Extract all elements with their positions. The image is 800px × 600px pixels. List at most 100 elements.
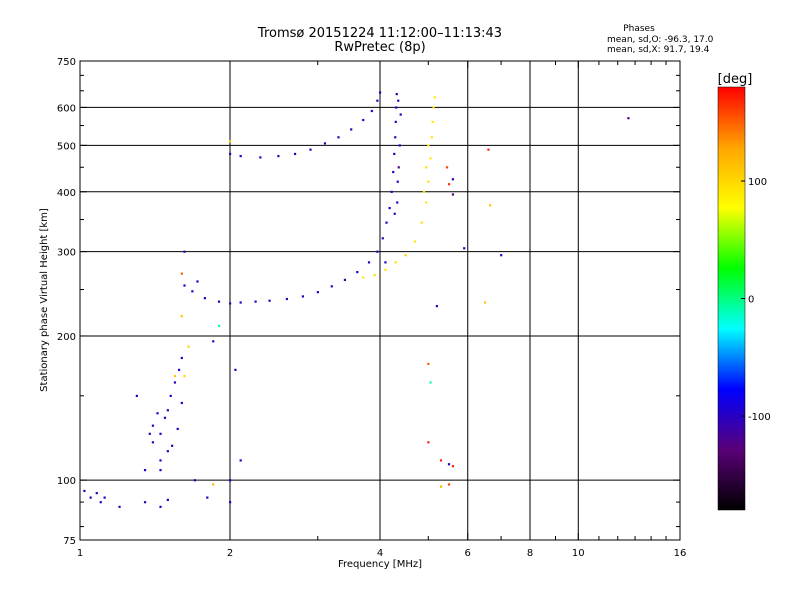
scatter-point: [171, 444, 174, 447]
scatter-point: [259, 156, 262, 159]
scatter-point: [422, 190, 426, 193]
scatter-point: [356, 270, 359, 274]
scatter-point: [413, 240, 417, 243]
scatter-point: [268, 299, 271, 302]
scatter-point: [239, 459, 242, 462]
grid-lines: [80, 61, 680, 540]
scatter-point: [212, 340, 215, 343]
scatter-point: [135, 394, 138, 398]
scatter-point: [376, 250, 379, 253]
scatter-point: [187, 345, 190, 348]
scatter-point: [427, 144, 430, 147]
scatter-point: [316, 291, 319, 294]
scatter-point: [180, 315, 183, 318]
scatter-point: [395, 106, 398, 109]
chart-subtitle: RwPretec (8p): [334, 40, 426, 55]
scatter-point: [439, 485, 443, 488]
scatter-point: [379, 91, 382, 94]
scatter-point: [392, 170, 395, 174]
scatter-point: [362, 276, 365, 279]
scatter-point: [350, 128, 353, 131]
scatter-point: [143, 469, 147, 472]
scatter-point: [217, 324, 221, 328]
scatter-point: [427, 362, 430, 365]
x-tick-label: 8: [527, 548, 533, 559]
scatter-point: [463, 247, 466, 250]
scatter-point: [430, 136, 433, 139]
scatter-point: [166, 450, 169, 453]
scatter-point: [191, 290, 194, 293]
scatter-point: [159, 459, 162, 462]
scatter-point: [429, 157, 432, 160]
colorbar-label: [deg]: [718, 72, 753, 87]
scatter-point: [394, 136, 397, 139]
scatter-point: [166, 498, 169, 501]
x-tick-label: 2: [227, 548, 233, 559]
x-tick-label: 10: [572, 548, 585, 559]
scatter-point: [381, 237, 384, 240]
scatter-point: [229, 152, 232, 156]
scatter-point: [193, 479, 197, 482]
scatter-point: [206, 496, 209, 499]
scatter-point: [156, 412, 159, 415]
scatter-point: [337, 136, 340, 139]
scatter-point: [99, 501, 102, 504]
scatter-point: [395, 92, 398, 96]
scatter-point: [293, 152, 297, 156]
scatter-point: [451, 193, 455, 196]
scatter-point: [439, 459, 443, 462]
scatter-point: [484, 301, 487, 304]
scatter-point: [118, 505, 121, 508]
x-tick-label: 1: [77, 548, 83, 559]
scatter-point: [212, 483, 215, 486]
scatter-point: [183, 250, 186, 253]
scatter-point: [385, 221, 388, 224]
colorbar-tick-label: 0: [748, 295, 754, 306]
colorbar-tick-label: -100: [748, 412, 771, 423]
scatter-point: [285, 297, 288, 301]
scatter-point: [239, 301, 242, 304]
scatter-point: [203, 297, 206, 300]
scatter-point: [447, 183, 451, 186]
scatter-point: [445, 166, 449, 169]
scatter-point: [394, 120, 397, 123]
scatter-point: [390, 190, 393, 193]
scatter-point: [370, 109, 373, 113]
scatter-point: [433, 96, 436, 99]
scatter-point: [447, 483, 451, 486]
scatter-point: [183, 374, 186, 378]
y-tick-label: 300: [57, 248, 76, 259]
scatter-point: [384, 261, 387, 264]
phases-o-stats: mean, sd,O: -96.3, 17.0: [607, 35, 714, 45]
scatter-point: [103, 496, 106, 499]
scatter-point: [404, 254, 407, 257]
scatter-point: [394, 261, 397, 264]
colorbar: [717, 86, 746, 511]
scatter-point: [451, 465, 455, 468]
scatter-point: [396, 201, 399, 204]
scatter-point: [159, 469, 162, 472]
scatter-point: [427, 441, 430, 444]
scatter-point: [396, 180, 399, 183]
colorbar-tick-label: 100: [748, 177, 767, 188]
scatter-point: [196, 280, 199, 283]
scatter-point: [254, 300, 257, 303]
scatter-point: [376, 99, 379, 102]
scatter-point: [148, 432, 151, 435]
y-axis-label: Stationary phase Virtual Height [km]: [39, 208, 50, 392]
scatter-point: [229, 479, 232, 482]
scatter-point: [229, 501, 232, 504]
y-tick-label: 75: [63, 536, 76, 547]
y-tick-label: 400: [57, 188, 76, 199]
scatter-point: [95, 492, 98, 495]
scatter-point: [432, 106, 435, 109]
scatter-point: [487, 148, 490, 151]
scatter-point: [388, 206, 391, 210]
y-tick-label: 100: [57, 476, 76, 487]
x-tick-label: 6: [465, 548, 471, 559]
scatter-point: [500, 254, 503, 257]
scatter-point: [176, 427, 179, 431]
scatter-point: [398, 144, 401, 147]
scatter-point: [393, 152, 396, 156]
scatter-point: [234, 368, 237, 371]
